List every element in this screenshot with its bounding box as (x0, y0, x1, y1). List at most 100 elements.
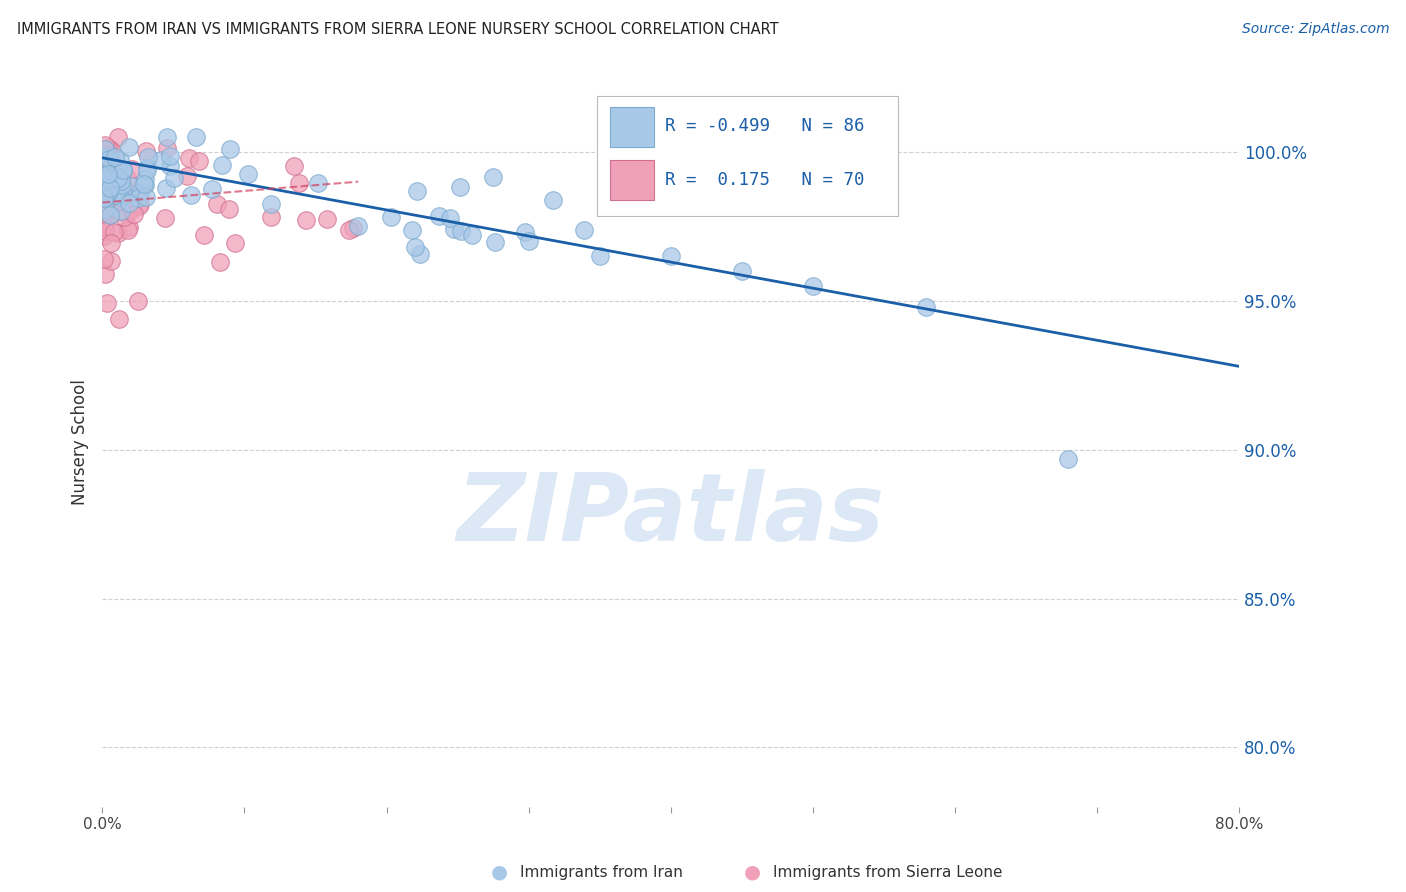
Point (98, 186, 121, 200)
Point (93, 166, 115, 180)
Point (136, 162, 159, 177)
Point (107, 130, 129, 145)
Point (347, 219, 370, 234)
Text: Source: ZipAtlas.com: Source: ZipAtlas.com (1241, 22, 1389, 37)
Point (427, 210, 450, 224)
FancyBboxPatch shape (596, 95, 898, 216)
Point (295, 213, 318, 227)
Point (461, 228, 484, 243)
Point (588, 249, 610, 263)
Point (107, 203, 129, 218)
Point (96, 296, 118, 310)
Point (100, 254, 122, 268)
Bar (610, 107, 654, 147)
Point (337, 222, 360, 236)
Point (208, 254, 231, 268)
Point (98, 147, 121, 161)
Text: Immigrants from Sierra Leone: Immigrants from Sierra Leone (773, 865, 1002, 880)
Point (110, 183, 132, 197)
Point (111, 163, 134, 178)
Point (128, 197, 150, 211)
Point (104, 196, 127, 211)
Point (94, 224, 117, 238)
Point (97, 167, 120, 181)
Point (100, 207, 122, 221)
Point (98, 152, 121, 166)
Text: ●: ● (491, 863, 508, 882)
Point (97, 184, 120, 198)
Point (103, 225, 125, 239)
Point (118, 140, 141, 154)
Point (108, 170, 131, 185)
Point (517, 234, 540, 248)
Point (103, 150, 125, 164)
Point (316, 212, 339, 227)
Point (103, 184, 125, 198)
Point (94, 175, 117, 189)
Point (104, 188, 127, 202)
Point (93, 189, 115, 203)
Point (94, 218, 117, 232)
Point (108, 190, 131, 204)
Point (129, 186, 152, 201)
Point (136, 161, 159, 176)
Point (134, 178, 156, 192)
Point (93, 191, 115, 205)
Point (801, 278, 824, 293)
Point (98, 208, 121, 222)
Point (101, 171, 124, 186)
Point (283, 159, 305, 173)
Point (179, 151, 201, 165)
Point (110, 174, 132, 188)
Point (93, 188, 115, 202)
Point (94, 181, 117, 195)
Point (107, 171, 129, 186)
Point (93, 204, 115, 219)
Point (288, 176, 311, 190)
Point (94, 138, 117, 153)
Point (193, 228, 215, 243)
Point (96, 162, 118, 177)
Point (572, 222, 595, 236)
Text: ●: ● (744, 863, 761, 882)
Point (100, 170, 122, 185)
Text: R = -0.499   N = 86: R = -0.499 N = 86 (665, 118, 865, 136)
Point (156, 141, 179, 155)
Point (187, 154, 209, 169)
Point (100, 144, 122, 158)
Point (184, 130, 207, 145)
Point (97, 174, 120, 188)
Point (406, 184, 429, 198)
Point (163, 170, 186, 185)
Point (117, 223, 139, 237)
Point (155, 181, 177, 195)
Point (260, 211, 283, 225)
Point (380, 210, 402, 224)
Point (236, 167, 259, 181)
Point (915, 300, 938, 314)
Point (129, 185, 152, 199)
Point (201, 182, 224, 196)
Point (307, 176, 329, 190)
Point (135, 144, 157, 158)
Point (98, 156, 121, 170)
Point (100, 202, 122, 217)
Point (205, 197, 228, 211)
Y-axis label: Nursery School: Nursery School (72, 379, 89, 505)
Point (128, 199, 150, 213)
Point (98, 163, 121, 178)
Point (97, 177, 120, 191)
Point (93, 150, 115, 164)
Point (159, 159, 181, 173)
Point (513, 225, 536, 239)
Point (224, 236, 246, 251)
Point (176, 169, 198, 183)
Point (482, 170, 505, 185)
Bar (610, 160, 654, 200)
Point (93, 182, 115, 196)
Point (98, 181, 121, 195)
Point (260, 196, 283, 211)
Text: IMMIGRANTS FROM IRAN VS IMMIGRANTS FROM SIERRA LEONE NURSERY SCHOOL CORRELATION : IMMIGRANTS FROM IRAN VS IMMIGRANTS FROM … (17, 22, 779, 37)
Point (159, 148, 181, 162)
Point (127, 293, 149, 308)
